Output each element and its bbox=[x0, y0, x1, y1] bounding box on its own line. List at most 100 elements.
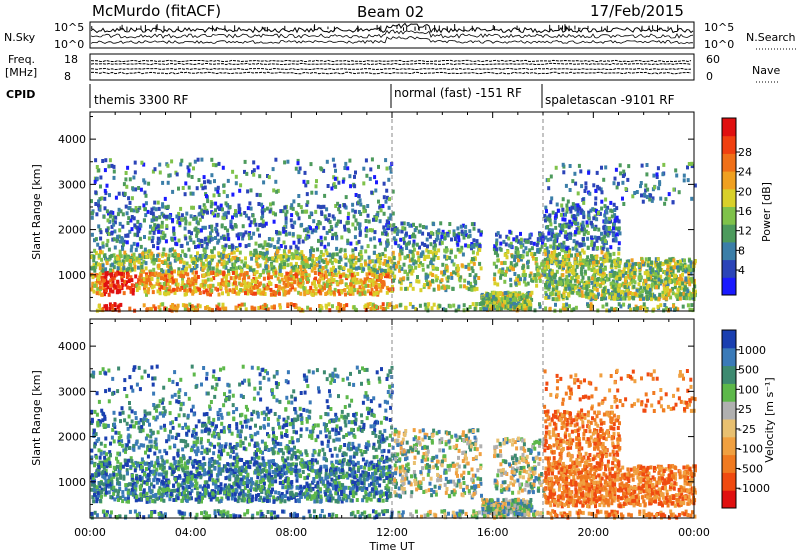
heatmap-cell bbox=[678, 296, 682, 301]
heatmap-cell bbox=[430, 306, 434, 311]
heatmap-cell bbox=[283, 160, 287, 165]
heatmap-cell bbox=[645, 172, 649, 177]
heatmap-cell bbox=[108, 302, 112, 307]
heatmap-cell bbox=[158, 287, 162, 292]
heatmap-cell bbox=[235, 213, 238, 218]
heatmap-cell bbox=[368, 176, 372, 181]
heatmap-cell bbox=[287, 255, 291, 260]
heatmap-cell bbox=[450, 259, 454, 264]
heatmap-cell bbox=[475, 286, 479, 291]
heatmap-cell bbox=[163, 306, 167, 311]
heatmap-cell bbox=[344, 253, 347, 258]
heatmap-cell bbox=[674, 168, 678, 173]
heatmap-cell bbox=[553, 259, 557, 264]
heatmap-cell bbox=[334, 268, 337, 273]
heatmap-cell bbox=[137, 281, 140, 286]
heatmap-cell bbox=[284, 245, 288, 250]
heatmap-cell bbox=[284, 277, 288, 282]
heatmap-cell bbox=[386, 238, 390, 243]
heatmap-cell bbox=[249, 220, 253, 225]
heatmap-cell bbox=[690, 164, 694, 169]
heatmap-cell bbox=[258, 233, 261, 238]
heatmap-cell bbox=[319, 254, 322, 259]
heatmap-cell bbox=[464, 224, 468, 229]
heatmap-cell bbox=[255, 255, 259, 260]
heatmap-cell bbox=[188, 235, 192, 240]
heatmap-cell bbox=[103, 188, 107, 193]
heatmap-cell bbox=[146, 253, 150, 258]
heatmap-cell bbox=[252, 253, 256, 258]
heatmap-cell bbox=[297, 170, 301, 175]
heatmap-cell bbox=[206, 292, 210, 297]
heatmap-cell bbox=[98, 197, 102, 202]
heatmap-cell bbox=[568, 219, 572, 224]
heatmap-cell bbox=[258, 288, 262, 293]
heatmap-cell bbox=[586, 245, 590, 250]
heatmap-cell bbox=[179, 259, 182, 264]
heatmap-cell bbox=[247, 275, 251, 280]
heatmap-cell bbox=[460, 263, 464, 268]
heatmap-cell bbox=[530, 246, 534, 251]
heatmap-cell bbox=[125, 184, 129, 189]
heatmap-cell bbox=[292, 240, 296, 245]
heatmap-cell bbox=[346, 166, 350, 171]
heatmap-cell bbox=[181, 267, 185, 272]
heatmap-cell bbox=[299, 307, 303, 312]
heatmap-cell bbox=[100, 286, 104, 291]
heatmap-cell bbox=[543, 261, 547, 265]
heatmap-cell bbox=[334, 231, 338, 236]
heatmap-cell bbox=[425, 278, 428, 283]
heatmap-cell bbox=[677, 277, 681, 281]
heatmap-cell bbox=[217, 292, 221, 297]
heatmap-cell bbox=[130, 267, 134, 272]
heatmap-cell bbox=[408, 258, 412, 263]
heatmap-cell bbox=[678, 281, 682, 286]
heatmap-cell bbox=[199, 256, 203, 261]
heatmap-cell bbox=[175, 257, 179, 262]
heatmap-cell bbox=[638, 274, 642, 279]
heatmap-cell bbox=[121, 246, 125, 251]
heatmap-cell bbox=[377, 164, 380, 169]
heatmap-cell bbox=[272, 219, 276, 224]
heatmap-cell bbox=[219, 235, 223, 240]
heatmap-cell bbox=[190, 231, 193, 236]
heatmap-cell bbox=[167, 264, 171, 269]
heatmap-cell bbox=[640, 257, 644, 262]
heatmap-cell bbox=[526, 239, 530, 244]
heatmap-cell bbox=[669, 266, 673, 271]
heatmap-cell bbox=[691, 268, 695, 273]
heatmap-cell bbox=[335, 246, 339, 251]
heatmap-cell bbox=[585, 280, 589, 285]
heatmap-cell bbox=[134, 247, 138, 252]
heatmap-cell bbox=[221, 207, 224, 212]
heatmap-cell bbox=[114, 215, 118, 220]
heatmap-cell bbox=[277, 237, 281, 242]
heatmap-cell bbox=[131, 291, 135, 296]
heatmap-cell bbox=[249, 250, 253, 255]
heatmap-cell bbox=[152, 214, 156, 219]
heatmap-cell bbox=[628, 281, 632, 286]
heatmap-cell bbox=[274, 270, 278, 275]
heatmap-cell bbox=[242, 279, 246, 284]
heatmap-cell bbox=[571, 265, 575, 269]
heatmap-cell bbox=[300, 222, 304, 227]
heatmap-cell bbox=[519, 277, 522, 282]
heatmap-cell bbox=[337, 207, 341, 212]
heatmap-cell bbox=[209, 204, 213, 209]
heatmap-cell bbox=[380, 268, 384, 273]
heatmap-cell bbox=[644, 281, 648, 286]
heatmap-cell bbox=[162, 286, 166, 290]
heatmap-cell bbox=[94, 202, 98, 206]
heatmap-cell bbox=[139, 244, 143, 249]
heatmap-cell bbox=[349, 184, 353, 189]
heatmap-cell bbox=[574, 246, 578, 250]
heatmap-cell bbox=[603, 204, 607, 209]
heatmap-cell bbox=[388, 165, 392, 170]
heatmap-cell bbox=[140, 264, 144, 269]
heatmap-cell bbox=[671, 200, 675, 205]
heatmap-cell bbox=[156, 289, 160, 294]
heatmap-cell bbox=[565, 224, 569, 229]
heatmap-cell bbox=[403, 226, 407, 231]
heatmap-cell bbox=[355, 241, 359, 246]
heatmap-cell bbox=[610, 269, 614, 274]
